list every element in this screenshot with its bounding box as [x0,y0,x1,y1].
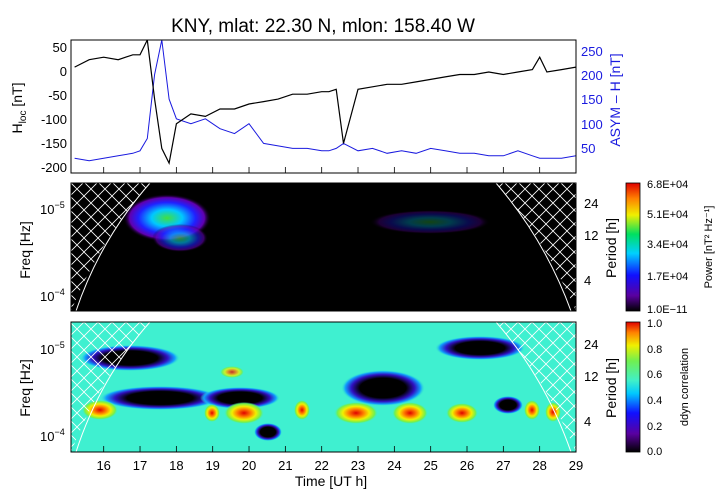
x-tick-label: 20 [242,458,256,473]
right-tick-label: 150 [581,92,603,107]
period-tick-label: 4 [584,273,591,288]
left-tick-label: -50 [48,88,67,103]
left-tick-label: -100 [41,112,67,127]
power-colorbar [625,182,641,312]
power-cone-of-influence [71,183,576,311]
period-tick-label: 12 [584,228,598,243]
power-cone-boundary [75,183,572,311]
x-tick-label: 17 [133,458,147,473]
correlation-colorbar [625,321,641,453]
figure-title: KNY, mlat: 22.30 N, mlon: 158.40 W [171,16,475,37]
panel2-ytick: 10−4 [40,287,65,304]
correlation-cone-of-influence [71,322,576,452]
panel-correlation: Freq [Hz] 10−5 10−4 24 12 4 Period [h] 1… [17,318,691,458]
colorbar-tick-label: 0.0 [647,446,662,458]
left-tick-label: -200 [41,160,67,175]
colorbar-tick-label: 3.4E+04 [647,239,688,251]
hloc-series-line [74,40,576,165]
right-tick-label: 50 [581,141,595,156]
right-tick-label: 100 [581,117,603,132]
x-tick-label: 21 [278,458,292,473]
correlation-high-blob [204,404,220,422]
correlation-cone-boundary [75,322,572,452]
panel1-left-ticks: 50 0 -50 -100 -150 -200 [41,40,67,175]
panel1-frame [70,39,577,174]
x-tick-label: 28 [532,458,546,473]
x-tick-label: 22 [314,458,328,473]
correlation-high-blob [334,402,378,424]
colorbar-tick-label: 0.8 [647,344,662,356]
panel1-right-axis-label: ASYM – H [nT] [607,53,623,146]
x-tick-label: 23 [351,458,365,473]
panel2-period-label: Period [h] [603,218,619,278]
power-peak-blob [370,210,490,234]
x-tick-label: 24 [387,458,401,473]
correlation-low-blob [254,423,282,441]
colorbar-tick-label: 6.8E+04 [647,179,688,191]
x-tick-label: 19 [205,458,219,473]
period-tick-label: 24 [584,337,598,352]
panel3-ytick: 10−4 [40,427,65,444]
correlation-high-blob [392,402,428,424]
panel3-frame [70,321,577,453]
correlation-high-blob [524,400,540,420]
panel-timeseries: 50 0 -50 -100 -150 -200 250 200 150 100 … [9,39,623,175]
correlation-low-blob [341,370,425,406]
correlation-low-blob [435,336,525,360]
correlation-high-blob [446,403,478,423]
x-tick-label: 27 [496,458,510,473]
left-tick-label: 0 [60,64,67,79]
period-tick-label: 4 [584,414,591,429]
panel2-ytick: 10−5 [40,200,65,217]
panel1-left-axis-label: Hloc [nT] [9,83,29,134]
right-tick-label: 250 [581,44,603,59]
power-peak-blob [152,224,208,252]
colorbar-tick-label: 0.4 [647,395,662,407]
correlation-low-blob [493,396,523,414]
panel3-period-label: Period [h] [603,358,619,418]
x-axis-ticks: 16 17 18 19 20 21 22 23 24 25 26 27 28 29 [96,167,583,473]
correlation-high-blob [294,400,310,420]
asym-h-series-line [74,40,576,162]
panel2-colorbar-label: Power [nT² Hz⁻¹] [703,206,715,289]
left-tick-label: -150 [41,136,67,151]
colorbar-tick-label: 0.2 [647,421,662,433]
panel-power: Freq [Hz] 10−5 10−4 24 12 4 Period [h] 6… [17,179,715,316]
correlation-high-blob [220,366,244,378]
colorbar-tick-label: 1.7E+04 [647,271,688,283]
right-tick-label: 200 [581,68,603,83]
panel1-right-ticks: 250 200 150 100 50 [581,44,603,156]
colorbar-tick-label: 1.0E−11 [647,304,687,316]
x-tick-label: 25 [423,458,437,473]
colorbar-tick-label: 0.6 [647,369,662,381]
x-tick-label: 16 [96,458,110,473]
panel3-colorbar-label: ddyn correlation [679,348,691,426]
panel3-ytick: 10−5 [40,340,65,357]
correlation-high-blob [224,402,264,424]
x-tick-label: 29 [569,458,583,473]
period-tick-label: 12 [584,369,598,384]
x-tick-label: 26 [460,458,474,473]
panel3-ylabel: Freq [Hz] [17,359,33,417]
panel2-frame [70,182,577,312]
period-tick-label: 24 [584,196,598,211]
correlation-low-blob [200,387,280,409]
x-axis-label: Time [UT h] [295,473,367,489]
panel2-ylabel: Freq [Hz] [17,221,33,279]
correlation-low-blob [100,386,220,410]
x-tick-label: 18 [169,458,183,473]
colorbar-tick-label: 1.0 [647,318,662,330]
left-tick-label: 50 [53,40,67,55]
colorbar-tick-label: 5.1E+04 [647,209,688,221]
